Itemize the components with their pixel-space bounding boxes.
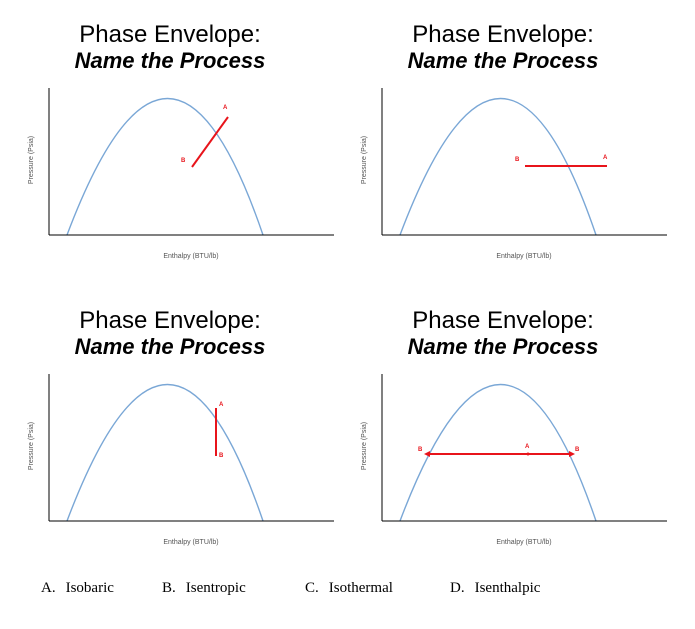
phase-envelope-curve <box>66 383 264 522</box>
point-label-b-right: B <box>575 447 580 453</box>
panel-title: Phase Envelope: <box>412 307 594 334</box>
phase-envelope-panel-1: Phase Envelope: Name the Process Pressur… <box>0 0 340 275</box>
phase-envelope-panel-2: Phase Envelope: Name the Process Pressur… <box>333 0 673 275</box>
x-axis-label: Enthalpy (BTU/lb) <box>163 253 218 260</box>
panel-title: Phase Envelope: <box>79 307 261 334</box>
y-axis-label: Pressure (Psia) <box>28 422 35 470</box>
option-letter: A. <box>41 580 56 596</box>
panel-title: Phase Envelope: <box>412 21 594 48</box>
y-axis-label: Pressure (Psia) <box>28 136 35 184</box>
point-label-b: B <box>219 453 224 459</box>
panel-subtitle: Name the Process <box>407 48 599 73</box>
phase-envelope-curve <box>399 383 597 522</box>
point-label-b: B <box>515 157 520 163</box>
point-label-b-left: B <box>418 447 423 453</box>
y-axis-label: Pressure (Psia) <box>361 422 368 470</box>
option-b[interactable]: B. Isentropic <box>162 580 246 597</box>
x-axis-label: Enthalpy (BTU/lb) <box>163 539 218 546</box>
phase-envelope-panel-4: Phase Envelope: Name the Process Pressur… <box>333 286 673 561</box>
answer-options: A. Isobaric B. Isentropic C. Isothermal D. I… <box>0 580 695 604</box>
option-text: Isentropic <box>185 580 246 596</box>
process-midpoint <box>526 452 530 456</box>
point-label-a: A <box>603 155 608 161</box>
arrowhead-left <box>424 451 430 457</box>
phase-envelope-diagram: Pressure (Psia) Enthalpy (BTU/lb) A B <box>28 88 334 260</box>
phase-envelope-curve <box>399 97 597 236</box>
panel-title: Phase Envelope: <box>79 21 261 48</box>
y-axis-label: Pressure (Psia) <box>361 136 368 184</box>
option-letter: B. <box>162 580 176 596</box>
point-label-a: A <box>223 105 228 111</box>
phase-envelope-curve <box>66 97 264 236</box>
panel-subtitle: Name the Process <box>74 334 266 359</box>
point-label-a: A <box>525 444 530 450</box>
option-c[interactable]: C. Isothermal <box>305 580 393 597</box>
panel-subtitle: Name the Process <box>407 334 599 359</box>
point-label-a: A <box>219 402 224 408</box>
process-path <box>191 116 229 168</box>
phase-envelope-diagram: Pressure (Psia) Enthalpy (BTU/lb) B A B <box>361 374 667 546</box>
panel-subtitle: Name the Process <box>74 48 266 73</box>
phase-envelope-diagram: Pressure (Psia) Enthalpy (BTU/lb) B A <box>361 88 667 260</box>
option-text: Isobaric <box>65 580 114 596</box>
option-d[interactable]: D. Isenthalpic <box>450 580 540 597</box>
x-axis-label: Enthalpy (BTU/lb) <box>496 253 551 260</box>
phase-envelope-panel-3: Phase Envelope: Name the Process Pressur… <box>0 286 340 561</box>
phase-envelope-diagram: Pressure (Psia) Enthalpy (BTU/lb) A B <box>28 374 334 546</box>
option-text: Isenthalpic <box>474 580 541 596</box>
option-a[interactable]: A. Isobaric <box>41 580 114 597</box>
option-letter: D. <box>450 580 465 596</box>
arrowhead-right <box>569 451 575 457</box>
option-text: Isothermal <box>328 580 393 596</box>
x-axis-label: Enthalpy (BTU/lb) <box>496 539 551 546</box>
point-label-b: B <box>181 158 186 164</box>
option-letter: C. <box>305 580 319 596</box>
